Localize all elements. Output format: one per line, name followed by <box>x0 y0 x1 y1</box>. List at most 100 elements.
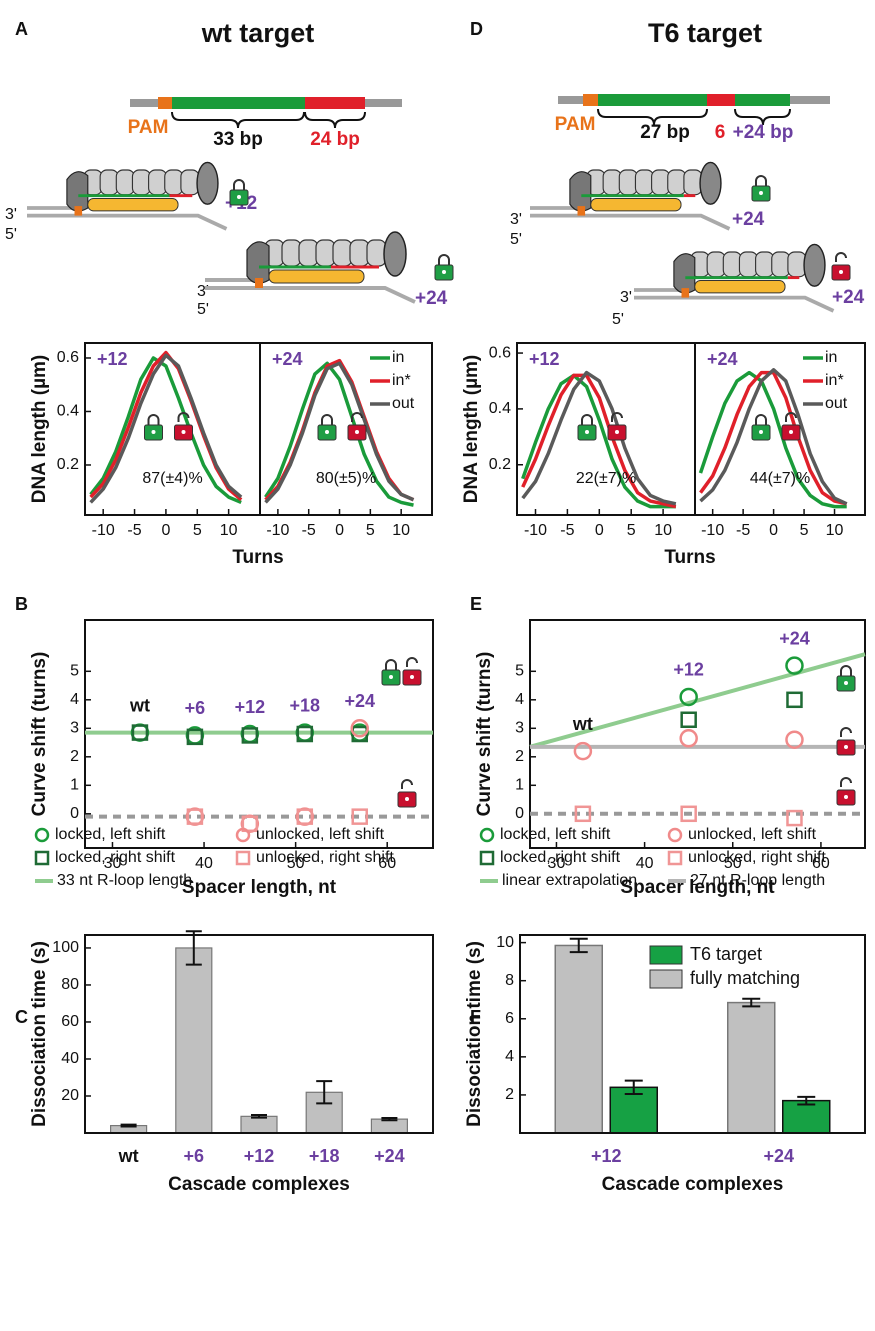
x-tick-label: -5 <box>560 522 574 539</box>
dna <box>529 213 731 231</box>
x-tick-label: 10 <box>220 522 238 539</box>
x-tick-label: 0 <box>769 522 778 539</box>
x-tick-label: 0 <box>595 522 604 539</box>
point <box>679 729 698 748</box>
cas6-subunit <box>699 161 722 205</box>
cas7-subunit <box>366 239 387 267</box>
complex-label: +24 <box>832 287 865 308</box>
reference-line <box>529 652 866 749</box>
legend-label: locked, left shift <box>55 826 166 843</box>
x-tick-label: 40 <box>636 855 654 872</box>
y-axis-label: Dissociation time (s) <box>464 941 485 1127</box>
series-line <box>521 373 676 509</box>
y-tick-label: 0.6 <box>489 344 511 361</box>
x-tick-label: +18 <box>309 1146 340 1166</box>
legend-label: locked, right shift <box>55 849 176 866</box>
y-tick-label: 4 <box>515 691 524 708</box>
shackle <box>351 412 363 422</box>
brace <box>597 108 708 126</box>
bar <box>175 947 213 1134</box>
x-tick-label: -5 <box>302 522 316 539</box>
unlock-icon <box>397 779 417 808</box>
y-tick-label: 5 <box>515 663 524 680</box>
series-line <box>699 370 848 506</box>
point <box>296 808 314 825</box>
plot-frame <box>259 342 433 516</box>
unlock-icon <box>607 412 627 441</box>
point <box>574 805 592 823</box>
x-axis-label: Spacer length, nt <box>182 877 337 898</box>
error-bar <box>251 1114 267 1119</box>
cas7-subunit <box>115 169 135 196</box>
cas7-subunit <box>651 169 671 196</box>
lock-icon <box>229 179 249 206</box>
annotation: 80(±5)% <box>316 470 376 487</box>
y-tick-label: 4 <box>70 691 79 708</box>
cas6-subunit <box>383 231 407 277</box>
panel-label: C <box>15 1007 28 1027</box>
point-label: +12 <box>673 660 704 680</box>
cas7-subunit <box>755 251 775 278</box>
x-tick-label: wt <box>118 1146 139 1166</box>
point <box>351 808 368 825</box>
keyhole <box>844 795 848 799</box>
keyhole <box>181 430 186 434</box>
plot-frame <box>516 342 696 516</box>
y-tick-label: 0 <box>70 805 79 822</box>
cas6-subunit <box>803 243 826 287</box>
y-tick-label: 0.4 <box>489 400 511 417</box>
error-bar <box>742 997 761 1008</box>
point-label: +6 <box>185 698 206 718</box>
error-bar <box>381 1117 398 1122</box>
annotation: 44(±7)% <box>750 470 810 487</box>
y-tick-label: 3 <box>70 720 79 737</box>
bar <box>240 1115 278 1134</box>
plot-frame <box>694 342 866 516</box>
cascade-complex <box>26 161 228 231</box>
x-tick-label: -10 <box>266 522 289 539</box>
y-tick-label: 8 <box>505 972 514 989</box>
y-tick-label: 2 <box>505 1086 514 1103</box>
y-tick-label: 1 <box>515 777 524 794</box>
unlock-icon <box>347 412 367 441</box>
panel-label: D <box>470 19 483 39</box>
series-line <box>89 356 242 505</box>
y-tick-label: 4 <box>505 1048 514 1065</box>
cas7-subunit <box>332 239 353 267</box>
series-line <box>698 370 847 509</box>
cascade-complex <box>205 231 416 304</box>
x-tick-label: 5 <box>366 522 375 539</box>
shackle <box>385 659 397 670</box>
cas7-subunit <box>722 251 742 278</box>
y-tick-label: 60 <box>61 1013 79 1030</box>
keyhole <box>355 430 359 434</box>
end-label: 3' <box>197 283 209 300</box>
x-tick-label: +24 <box>763 1146 794 1166</box>
pam-site <box>681 288 690 298</box>
keyhole <box>237 195 241 199</box>
lock-icon <box>751 175 771 202</box>
brace <box>734 108 791 126</box>
keyhole <box>759 430 763 434</box>
legend-label: out <box>825 395 848 412</box>
cascade-complex <box>529 161 731 231</box>
panel-subtitle: +12 <box>529 349 560 369</box>
y-tick-label: 5 <box>70 663 79 680</box>
cas7-subunit <box>180 169 200 196</box>
keyhole <box>325 430 329 434</box>
legend-label: T6 target <box>690 944 762 964</box>
panel-label: B <box>15 594 28 614</box>
panel-label: E <box>470 594 482 614</box>
x-tick-label: 50 <box>287 855 305 872</box>
error-bar <box>316 1080 333 1105</box>
shackle <box>177 412 190 422</box>
x-tick-label: 60 <box>812 855 830 872</box>
cas8-subunit <box>673 253 696 294</box>
unlock-icon <box>781 412 801 441</box>
segment-label: +24 bp <box>733 122 794 143</box>
point <box>350 719 369 738</box>
x-tick-label: 5 <box>193 522 202 539</box>
annotation: 22(±7)% <box>576 470 636 487</box>
point-label: +12 <box>235 697 266 717</box>
dna <box>205 286 416 304</box>
